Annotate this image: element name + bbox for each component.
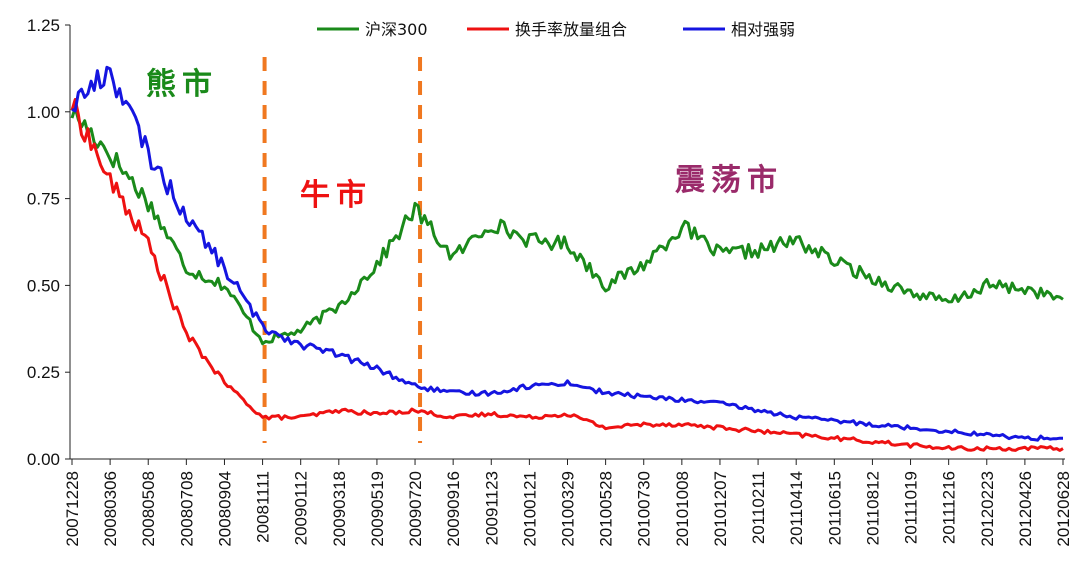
y-axis-ticks: 0.00 0.25 0.50 0.75 1.00 1.25 xyxy=(27,16,70,469)
x-tick-label: 20110812 xyxy=(863,471,882,545)
x-tick-label: 20090916 xyxy=(444,471,463,547)
x-tick-label: 20101207 xyxy=(711,471,730,547)
x-tick-label: 20101008 xyxy=(673,471,692,547)
x-tick-label: 20120628 xyxy=(1054,471,1073,547)
x-tick-label: 20110414 xyxy=(787,471,806,545)
x-tick-label: 20090318 xyxy=(330,471,349,547)
x-tick-label: 20120426 xyxy=(1016,471,1035,547)
x-tick-label: 20100528 xyxy=(597,471,616,547)
series-line-e79bb8e5afb9e5bcbae5bcb1 xyxy=(71,65,1063,442)
annotation-bear-market: 熊市 xyxy=(146,67,218,102)
x-tick-label: 20120223 xyxy=(978,471,997,547)
y-tick-label: 0.00 xyxy=(27,450,60,469)
x-tick-label: 20080904 xyxy=(215,471,234,547)
legend-label-e6b2aae6b7b1300: 沪深300 xyxy=(365,20,428,39)
x-axis-ticks: 20071228 20080306 20080508 20080708 20080904… xyxy=(63,459,1073,547)
x-tick-label: 20090519 xyxy=(368,471,387,547)
x-tick-label: 20090720 xyxy=(406,471,425,547)
x-tick-label: 20111216 xyxy=(940,471,959,544)
regime-dividers xyxy=(262,57,423,443)
x-tick-label: 20090112 xyxy=(292,471,311,545)
x-tick-label: 20080508 xyxy=(139,471,158,547)
x-tick-label: 20100730 xyxy=(635,471,654,547)
x-tick-label: 20110211 xyxy=(749,471,768,544)
legend-label-e68da2e6898be78e87e694bee9878fe7bb84e59088: 换手率放量组合 xyxy=(515,20,627,39)
y-tick-label: 0.25 xyxy=(27,363,60,382)
legend: 沪深300 换手率放量组合 相对强弱 xyxy=(317,20,795,39)
series-lines xyxy=(70,65,1064,452)
annotation-range-market: 震荡市 xyxy=(675,163,783,198)
x-tick-label: 20111019 xyxy=(902,471,921,544)
y-tick-label: 1.25 xyxy=(27,16,60,35)
series-line-e6b2aae6b7b1300 xyxy=(70,106,1064,346)
series-line-e68da2e6898be78e87e694bee9878fe7bb84e59088 xyxy=(70,98,1064,452)
x-tick-label: 20081111 xyxy=(254,471,273,543)
x-tick-label: 20080306 xyxy=(101,471,120,547)
x-tick-label: 20100121 xyxy=(520,471,539,547)
x-tick-label: 20080708 xyxy=(177,471,196,547)
x-tick-label: 20091123 xyxy=(482,471,501,545)
annotation-bull-market: 牛市 xyxy=(300,178,372,213)
x-tick-label: 20110615 xyxy=(825,471,844,545)
y-tick-label: 0.75 xyxy=(27,190,60,209)
y-tick-label: 0.50 xyxy=(27,276,60,295)
legend-label-e79bb8e5afb9e5bcbae5bcb1: 相对强弱 xyxy=(731,20,795,39)
x-tick-label: 20100329 xyxy=(559,471,578,547)
y-tick-label: 1.00 xyxy=(27,103,60,122)
x-tick-label: 20071228 xyxy=(63,471,82,547)
